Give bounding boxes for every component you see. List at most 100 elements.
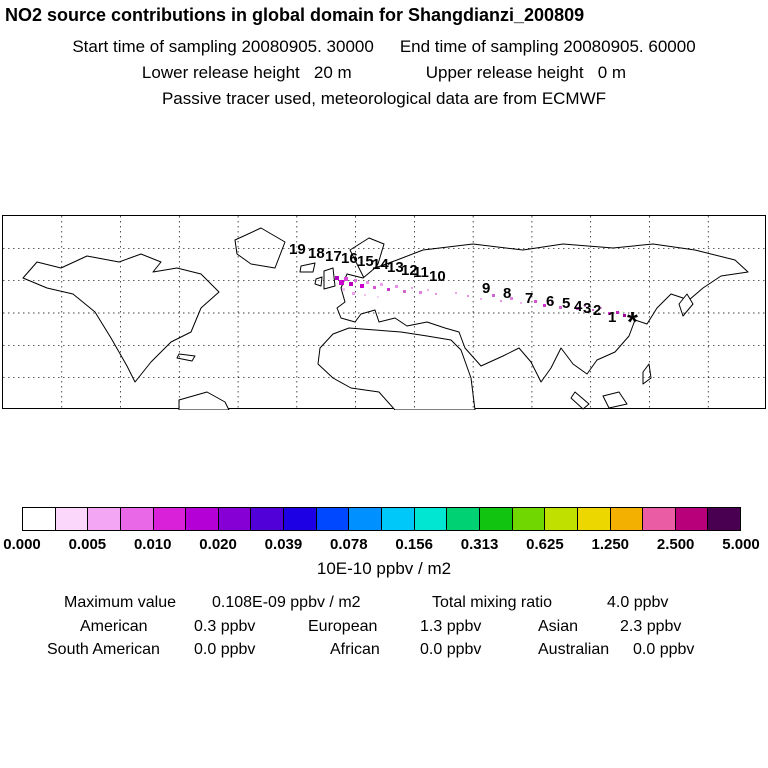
- borneo-outline: [602, 391, 628, 409]
- concentration-dot: [500, 300, 502, 302]
- trajectory-day-label: 14: [372, 256, 389, 273]
- concentration-dot: [492, 294, 495, 297]
- concentration-dot: [411, 287, 413, 289]
- australian-label: Australian: [538, 641, 610, 658]
- colorbar-cell: [55, 508, 89, 530]
- colorbar-tick-label: 1.250: [591, 536, 630, 553]
- stats-row-regions-1: American 0.3 ppbv European 1.3 ppbv Asia…: [0, 618, 768, 640]
- trajectory-layer: 19 18 17 16 15 14 13 12 11 10 9 8 7 6 5 4 3 2 1 *: [3, 216, 765, 408]
- world-map: 19 18 17 16 15 14 13 12 11 10 9 8 7 6 5 4 3 2 1 *: [2, 215, 767, 410]
- trajectory-day-label: 3: [583, 300, 592, 317]
- concentration-dot: [551, 301, 553, 303]
- trajectory-day-label: 15: [357, 253, 374, 270]
- australian-value: 0.0 ppbv: [633, 641, 695, 658]
- south-american-value: 0.0 ppbv: [194, 641, 256, 658]
- colorbar-tick-label: 0.010: [133, 536, 172, 553]
- colorbar-cell: [88, 508, 121, 530]
- end-time-text: End time of sampling 20080905. 60000: [399, 37, 696, 56]
- eurasia-outline: [336, 243, 749, 383]
- concentration-dot: [510, 297, 513, 300]
- colorbar-cell: [23, 508, 56, 530]
- colorbar-cell: [577, 508, 611, 530]
- south-american-label: South American: [47, 641, 160, 658]
- concentration-dot: [354, 279, 357, 282]
- greenland-outline: [234, 227, 286, 269]
- trajectory-day-label: 10: [429, 268, 446, 285]
- concentration-dot: [342, 288, 345, 291]
- lower-release-text: Lower release height 20 m: [141, 63, 352, 82]
- concentration-dot: [352, 292, 355, 295]
- colorbar-cell: [153, 508, 187, 530]
- trajectory-day-label: 17: [325, 248, 342, 265]
- concentration-dots-layer: [3, 216, 765, 408]
- concentration-dot: [559, 306, 562, 309]
- trajectory-day-label: 18: [308, 245, 325, 262]
- concentration-dot: [387, 288, 390, 291]
- trajectory-day-label: 1: [608, 309, 617, 326]
- stats-row-regions-2: South American 0.0 ppbv African 0.0 ppbv…: [0, 641, 768, 663]
- sampling-times-line: Start time of sampling 20080905. 30000 E…: [0, 37, 768, 57]
- concentration-dot: [600, 307, 602, 309]
- plot-title: NO2 source contributions in global domai…: [5, 5, 585, 25]
- north-america-outline: [22, 253, 220, 383]
- colorbar-cell: [512, 508, 546, 530]
- colorbar-tick-label: 0.625: [526, 536, 564, 553]
- concentration-dot: [520, 302, 522, 304]
- concentration-dot: [480, 298, 482, 300]
- max-value-value: 0.108E-09 ppbv / m2: [212, 594, 361, 611]
- iceland-outline: [299, 262, 316, 273]
- cuba-outline: [176, 353, 196, 362]
- concentration-dot: [395, 285, 398, 288]
- african-value: 0.0 ppbv: [420, 641, 482, 658]
- colorbar-cell: [186, 508, 219, 530]
- colorbar-cell: [284, 508, 317, 530]
- trajectory-day-label: 7: [525, 290, 534, 307]
- colorbar-cell: [643, 508, 676, 530]
- concentration-dot: [366, 281, 369, 284]
- trajectory-day-label: 16: [341, 250, 358, 267]
- philippines-outline: [642, 363, 652, 385]
- concentration-dot: [467, 295, 469, 297]
- concentration-dot: [419, 291, 422, 294]
- upper-release-text: Upper release height 0 m: [425, 63, 627, 82]
- european-value: 1.3 ppbv: [420, 618, 482, 635]
- concentration-dot: [377, 296, 379, 298]
- concentration-dot: [427, 289, 429, 291]
- concentration-dot: [576, 307, 579, 310]
- colorbar-tick-label: 5.000: [722, 536, 760, 553]
- concentration-dot: [592, 309, 594, 311]
- trajectory-day-label: 8: [503, 285, 512, 302]
- colorbar: [22, 507, 741, 531]
- concentration-dot: [344, 277, 348, 281]
- concentration-dot: [608, 312, 611, 315]
- concentration-dot: [584, 305, 586, 307]
- total-mixing-label: Total mixing ratio: [432, 594, 553, 611]
- colorbar-cell: [545, 508, 578, 530]
- colorbar-tick-label: 0.078: [330, 536, 368, 553]
- total-mixing-value: 4.0 ppbv: [607, 594, 669, 611]
- receptor-site-marker: *: [627, 306, 638, 337]
- trajectory-day-label: 11: [413, 264, 429, 281]
- colorbar-cell: [218, 508, 252, 530]
- colorbar-tick-label: 0.005: [68, 536, 107, 553]
- japan-outline: [678, 293, 694, 317]
- trajectory-day-label: 4: [574, 298, 583, 315]
- american-label: American: [80, 618, 148, 635]
- colorbar-tick-label: 0.020: [199, 536, 237, 553]
- colorbar-tick-label: 2.500: [656, 536, 695, 553]
- colorbar-tick-label: 0.000: [3, 536, 41, 553]
- max-value-label: Maximum value: [64, 594, 177, 611]
- asian-value: 2.3 ppbv: [620, 618, 682, 635]
- colorbar-cell: [382, 508, 415, 530]
- tracer-note-line: Passive tracer used, meteorological data…: [0, 89, 768, 109]
- concentration-dot: [360, 284, 364, 288]
- trajectory-day-label: 12: [401, 262, 418, 279]
- colorbar-cell: [120, 508, 154, 530]
- continent-outlines: [22, 227, 749, 410]
- colorbar-cell: [479, 508, 513, 530]
- concentration-dot: [339, 280, 344, 285]
- concentration-dot: [568, 303, 570, 305]
- concentration-dot: [616, 311, 619, 314]
- colorbar-tick-label: 0.156: [395, 536, 433, 553]
